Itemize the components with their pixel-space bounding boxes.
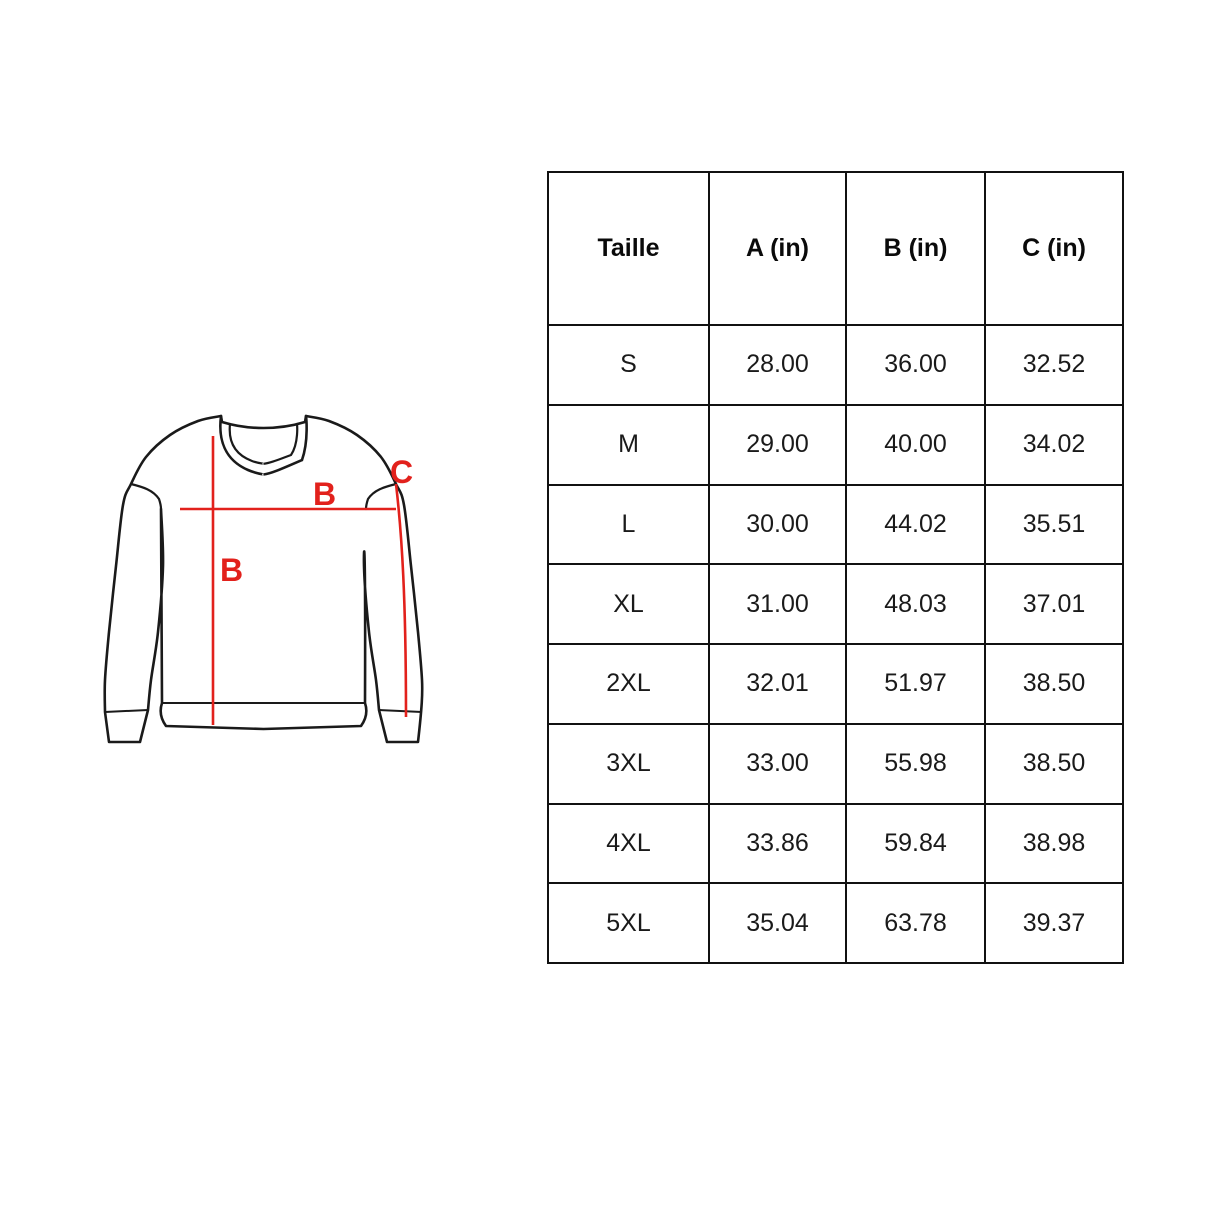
svg-text:C: C [390,454,413,490]
svg-text:B: B [220,552,243,588]
svg-text:B: B [313,476,336,512]
